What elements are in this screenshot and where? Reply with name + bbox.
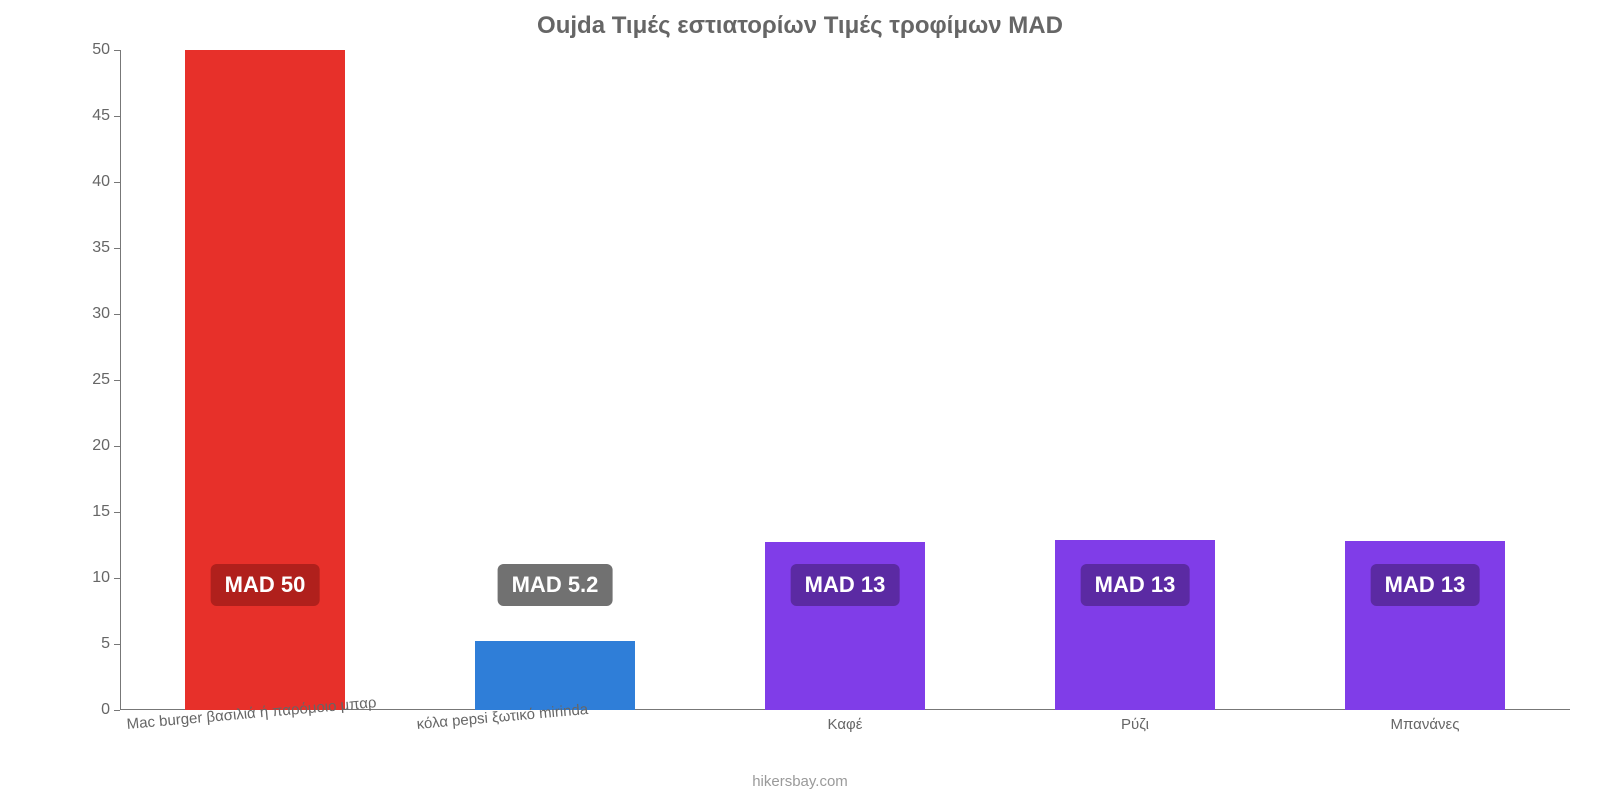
value-badge: MAD 5.2 [498, 564, 613, 606]
value-badge: MAD 13 [1081, 564, 1190, 606]
bar [475, 641, 635, 710]
y-tick-mark [114, 314, 120, 315]
x-category-label: Ρύζι [1121, 716, 1149, 733]
bar-slot: MAD 13Μπανάνες [1280, 50, 1570, 710]
bar-slot: MAD 5.2κόλα pepsi ξωτικό mirinda [410, 50, 700, 710]
y-tick-mark [114, 446, 120, 447]
bars-row: MAD 50Mac burger βασιλιά ή παρόμοιο μπαρ… [120, 50, 1570, 710]
bar [185, 50, 345, 710]
attribution-text: hikersbay.com [0, 773, 1600, 790]
x-category-label: Μπανάνες [1391, 716, 1460, 733]
y-tick-mark [114, 50, 120, 51]
value-badge: MAD 13 [1371, 564, 1480, 606]
chart-container: Oujda Τιμές εστιατορίων Τιμές τροφίμων M… [0, 0, 1600, 800]
plot-area: MAD 50Mac burger βασιλιά ή παρόμοιο μπαρ… [120, 50, 1570, 710]
value-badge: MAD 50 [211, 564, 320, 606]
y-tick-mark [114, 710, 120, 711]
y-tick-mark [114, 182, 120, 183]
x-category-label: Καφέ [828, 716, 863, 733]
bar-slot: MAD 50Mac burger βασιλιά ή παρόμοιο μπαρ [120, 50, 410, 710]
y-tick-mark [114, 512, 120, 513]
bar-slot: MAD 13Καφέ [700, 50, 990, 710]
y-tick-mark [114, 248, 120, 249]
y-tick-mark [114, 116, 120, 117]
chart-title: Oujda Τιμές εστιατορίων Τιμές τροφίμων M… [0, 12, 1600, 40]
y-tick-mark [114, 578, 120, 579]
y-tick-mark [114, 380, 120, 381]
bar-slot: MAD 13Ρύζι [990, 50, 1280, 710]
value-badge: MAD 13 [791, 564, 900, 606]
y-tick-mark [114, 644, 120, 645]
